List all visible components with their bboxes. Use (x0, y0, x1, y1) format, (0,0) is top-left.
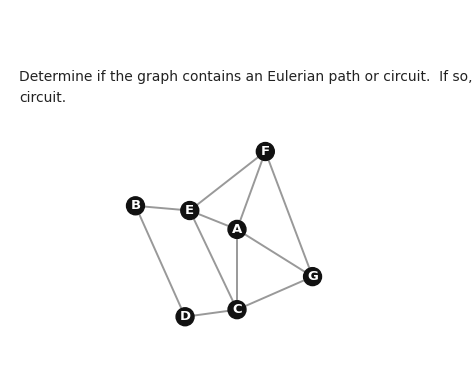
Circle shape (127, 197, 145, 215)
Text: circuit.: circuit. (19, 91, 66, 105)
Text: F: F (261, 145, 270, 158)
Text: A: A (232, 223, 242, 236)
Circle shape (176, 308, 194, 326)
Circle shape (256, 142, 274, 161)
Circle shape (228, 221, 246, 238)
Circle shape (181, 202, 199, 219)
Text: Determine if the graph contains an Eulerian path or circuit.  If so, write the p: Determine if the graph contains an Euler… (19, 70, 474, 84)
Circle shape (228, 301, 246, 319)
Text: B: B (130, 199, 141, 212)
Circle shape (303, 268, 321, 286)
Text: E: E (185, 204, 194, 217)
Text: C: C (232, 303, 242, 316)
Text: D: D (180, 310, 191, 323)
Text: G: G (307, 270, 318, 283)
